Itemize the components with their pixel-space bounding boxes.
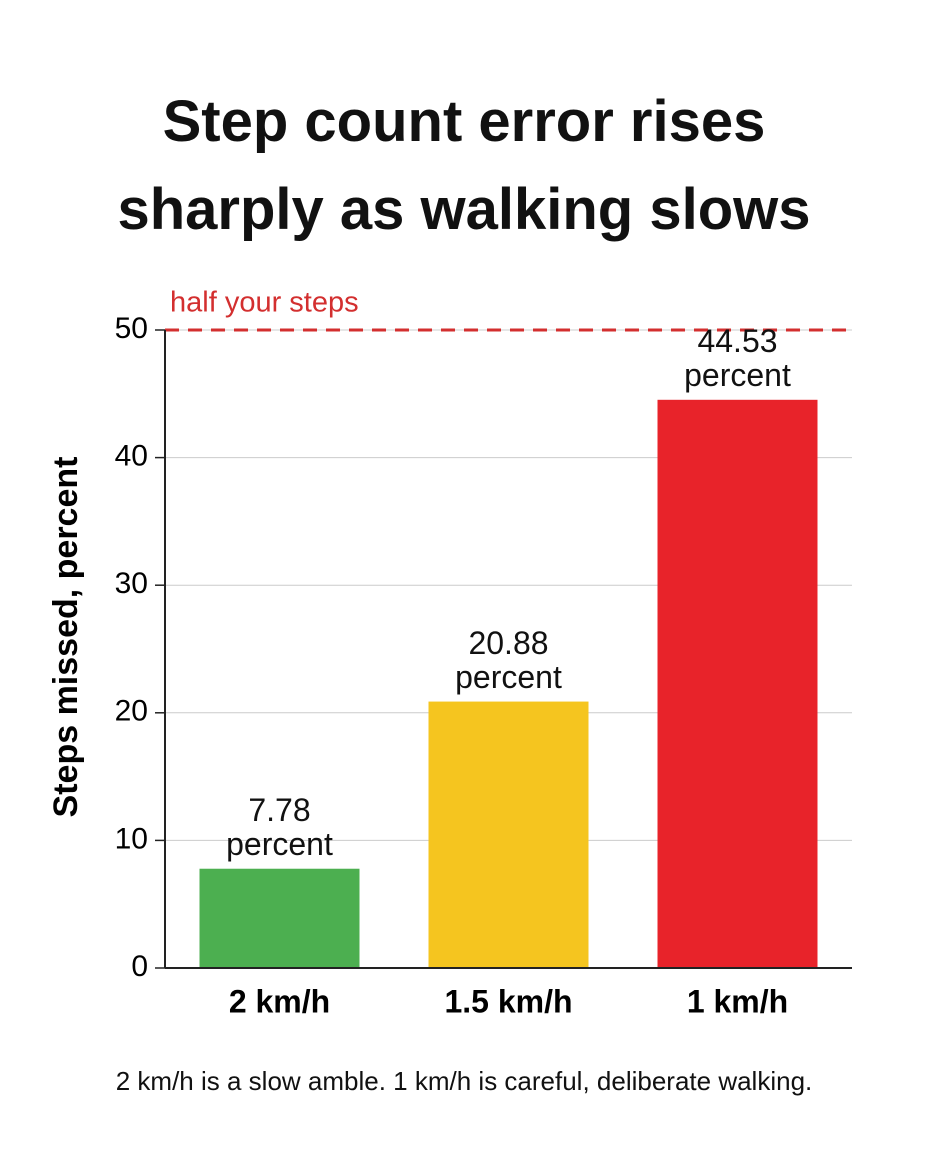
x-tick-label: 2 km/h [229, 983, 330, 1019]
bar [199, 868, 360, 968]
y-tick-label: 30 [115, 567, 148, 600]
y-tick-label: 10 [115, 822, 148, 855]
y-tick-label: 40 [115, 440, 148, 473]
footnote: 2 km/h is a slow amble. 1 km/h is carefu… [115, 1066, 813, 1096]
bar [428, 701, 589, 968]
chart-title: Step count error rises sharply as walkin… [117, 89, 811, 242]
value-label: 20.88 percent [455, 624, 562, 695]
y-axis-label: Steps missed, percent [47, 457, 85, 818]
y-tick-label: 0 [131, 950, 148, 983]
value-label: 44.53 percent [684, 322, 791, 393]
x-tick-label: 1 km/h [687, 983, 788, 1019]
bar [657, 399, 818, 968]
x-tick-label: 1.5 km/h [444, 983, 572, 1019]
y-tick-label: 50 [115, 312, 148, 345]
reference-label: half your steps [170, 287, 359, 319]
value-label: 7.78 percent [226, 791, 333, 862]
y-tick-label: 20 [115, 695, 148, 728]
